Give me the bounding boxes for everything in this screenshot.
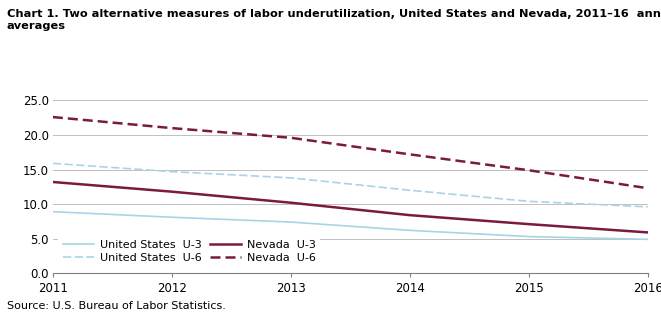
Legend: United States  U-3, United States  U-6, Nevada  U-3, Nevada  U-6: United States U-3, United States U-6, Ne… — [58, 236, 320, 268]
Text: Source: U.S. Bureau of Labor Statistics.: Source: U.S. Bureau of Labor Statistics. — [7, 301, 225, 311]
Text: Chart 1. Two alternative measures of labor underutilization, United States and N: Chart 1. Two alternative measures of lab… — [7, 9, 661, 31]
